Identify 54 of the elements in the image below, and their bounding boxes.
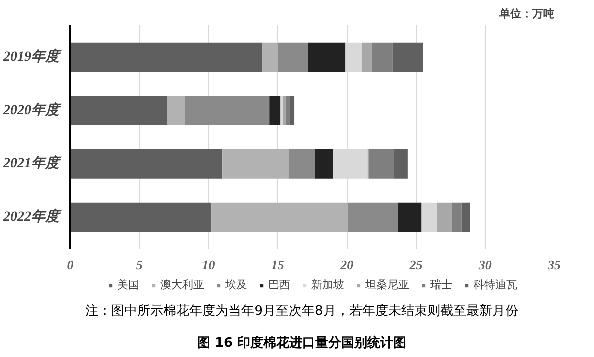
bar (185, 96, 270, 126)
legend-label: 新加坡 (312, 278, 344, 292)
legend-label: 科特迪瓦 (474, 278, 518, 292)
bar (462, 202, 470, 232)
x-tick-label: 5 (136, 258, 144, 272)
bar (452, 202, 462, 232)
y-tick-label: 2019年度 (2, 48, 62, 65)
bar (70, 96, 168, 126)
bar (288, 150, 316, 179)
bar (212, 202, 348, 232)
y-tick-label: 2022年度 (2, 208, 62, 225)
legend-label: 瑞士 (430, 278, 452, 292)
bar (283, 96, 286, 126)
text: 单位：万吨 (498, 8, 554, 20)
bar (222, 150, 289, 179)
bar (280, 96, 284, 126)
bar (372, 42, 393, 72)
bar (346, 42, 362, 72)
x-tick-label: 30 (478, 258, 492, 272)
legend-label: 坦桑尼亚 (366, 278, 410, 292)
bar (308, 42, 346, 72)
bar (70, 42, 263, 72)
bar (167, 96, 186, 126)
bar (392, 42, 424, 72)
bar (262, 42, 278, 72)
bar (286, 96, 290, 126)
x-tick-label: 0 (67, 258, 74, 272)
legend-label: 巴西 (268, 278, 290, 292)
bar (278, 42, 308, 72)
bar (290, 96, 295, 126)
x-tick-label: 35 (547, 258, 562, 272)
x-tick-label: 10 (202, 258, 216, 272)
bar (70, 150, 223, 179)
x-tick-label: 15 (271, 258, 285, 272)
bar (422, 202, 437, 232)
bar (362, 42, 372, 72)
x-tick-label: 25 (408, 258, 424, 272)
bar (348, 202, 398, 232)
legend-label: 埃及 (226, 278, 248, 292)
y-tick-label: 2021年度 (2, 154, 62, 172)
bar (270, 96, 281, 126)
legend-label: 澳大利亚 (160, 278, 204, 292)
text: 图 16 印度棉花进口量分国别统计图 (197, 335, 407, 353)
bar (398, 202, 422, 232)
legend-label: 美国 (118, 278, 140, 292)
bar (333, 150, 368, 179)
text: 注：图中所示棉花年度为当年9月至次年8月，若年度未结束则截至最新月份 (86, 303, 518, 321)
bar (315, 150, 334, 179)
bar (436, 202, 452, 232)
bar (369, 150, 394, 179)
bar (394, 150, 408, 179)
bar (70, 202, 212, 232)
x-tick-label: 20 (340, 258, 354, 272)
y-tick-label: 2020年度 (2, 101, 62, 118)
